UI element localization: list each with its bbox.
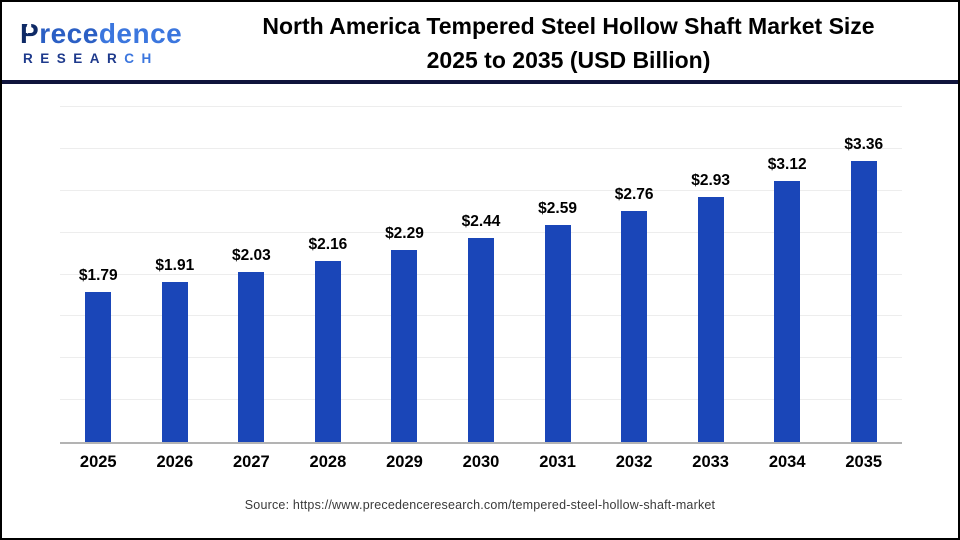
bar-column-2025: $1.79 [60,267,137,442]
logo-subtitle-light: CH [124,50,159,66]
plot-area: $1.79 $1.91 $2.03 $2.16 $2.29 $2.44 $2.59 $2.76… [60,92,902,444]
x-tick-label-2026: 2026 [156,453,194,471]
gridline [60,231,902,233]
x-tick-label-2027: 2027 [233,453,270,471]
chart-title-line2: 2025 to 2035 (USD Billion) [426,47,711,73]
x-tick-label-2033: 2033 [692,453,729,471]
x-tick-label-2025: 2025 [79,453,117,471]
bar-value-label-2035: $3.36 [844,135,884,153]
bars-container: $1.79 $1.91 $2.03 $2.16 $2.29 $2.44 $2.59 $2.76… [60,92,902,442]
bar-2029 [391,250,418,442]
bar-value-label-2034: $3.12 [767,155,807,173]
logo-subtitle: RESEARCH [20,51,205,66]
chart-title-line1: North America Tempered Steel Hollow Shaf… [262,13,875,39]
header: P recedence RESEARCH North America Tempe… [2,2,958,80]
bar-2026 [161,282,188,442]
bar-2031 [544,225,571,442]
bar-value-label-2031: $2.59 [538,200,577,218]
x-tick-label-2032: 2032 [615,453,653,471]
bar-column-2031: $2.59 [519,200,596,442]
bar-2035 [850,160,877,442]
bar-2032 [621,210,648,442]
bar-2025 [85,292,112,442]
precedence-research-logo: P recedence RESEARCH [20,17,205,66]
logo-subtitle-dark: RESEAR [23,50,125,66]
bar-column-2028: $2.16 [290,236,367,442]
bar-value-label-2027: $2.03 [231,247,271,264]
x-axis-labels: 2025 2026 2027 2028 2029 2030 2031 2032 2033 2034… [60,444,902,472]
bar-2028 [314,261,341,442]
logo-letter-p: P [20,17,40,49]
x-tick-label-2034: 2034 [768,453,806,471]
bar-2034 [774,180,801,442]
x-tick-label-2031: 2031 [539,453,576,471]
x-tick-label-2029: 2029 [386,453,423,471]
gridline [60,147,902,149]
bar-column-2034: $3.12 [749,156,826,442]
bar-column-2033: $2.93 [672,172,749,442]
bar-chart: $1.79 $1.91 $2.03 $2.16 $2.29 $2.44 $2.59 $2.76… [2,92,958,472]
bar-2030 [468,237,494,442]
source-line: Source: https://www.precedenceresearch.c… [2,498,958,512]
bar-column-2026: $1.91 [137,257,214,442]
bar-value-label-2033: $2.93 [691,171,731,189]
source-text: Source: https://www.precedenceresearch.c… [244,498,716,512]
gridline [60,189,902,191]
chart-title: North America Tempered Steel Hollow Shaf… [205,7,932,77]
bar-column-2035: $3.36 [825,136,902,442]
logo-word-mid: rece [39,17,99,49]
x-tick-label-2030: 2030 [462,453,500,471]
bar-value-label-2029: $2.29 [385,225,424,243]
x-tick-label-2035: 2035 [845,453,883,471]
bar-value-label-2028: $2.16 [308,236,348,254]
logo-wordmark: P recedence [20,17,205,49]
gridline [60,106,902,107]
logo-p-mark: P [20,17,40,49]
bar-column-2032: $2.76 [596,186,673,442]
bar-column-2030: $2.44 [443,213,520,442]
x-tick-label-2028: 2028 [309,453,347,471]
bar-value-label-2030: $2.44 [461,212,501,230]
bar-column-2027: $2.03 [213,247,290,442]
bar-value-label-2026: $1.91 [155,257,195,274]
logo-word-end: dence [98,17,183,49]
bar-column-2029: $2.29 [366,225,443,442]
bar-value-label-2025: $1.79 [78,267,118,285]
bar-value-label-2032: $2.76 [614,185,654,203]
bar-2033 [697,196,724,442]
header-divider [2,80,958,84]
bar-2027 [238,272,265,442]
